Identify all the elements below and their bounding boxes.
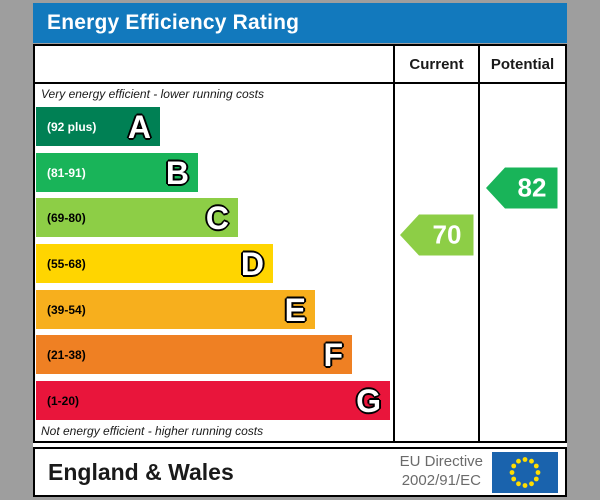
eu-flag-stars: [509, 456, 541, 488]
band-d-range: (55-68): [47, 256, 86, 271]
rating-table: Current Potential Very energy efficient …: [33, 44, 567, 443]
band-e: (39-54) E: [36, 290, 315, 329]
band-b-range: (81-91): [47, 165, 86, 180]
footer-bar: England & Wales EU Directive 2002/91/EC: [33, 447, 567, 497]
band-c: (69-80) C: [36, 198, 238, 237]
current-rating-arrow: 70: [400, 214, 474, 256]
column-divider-current: [393, 46, 395, 441]
current-rating-value: 70: [432, 219, 462, 250]
band-a: (92 plus) A: [36, 107, 160, 146]
band-f: (21-38) F: [36, 335, 352, 374]
band-g-range: (1-20): [47, 393, 80, 408]
column-divider-potential: [478, 46, 480, 441]
band-c-range: (69-80): [47, 210, 86, 225]
band-e-range: (39-54): [47, 302, 86, 317]
band-f-letter: F: [323, 336, 343, 373]
current-arrow-shape: [400, 214, 474, 256]
band-f-range: (21-38): [47, 347, 86, 362]
band-a-letter: A: [127, 108, 151, 145]
band-d: (55-68) D: [36, 244, 273, 283]
eu-directive-line2: 2002/91/EC: [401, 472, 481, 489]
band-c-letter: C: [205, 199, 229, 236]
band-g: (1-20) G: [36, 381, 390, 420]
potential-arrow-shape: [486, 167, 558, 209]
eu-directive-line1: EU Directive: [399, 453, 483, 471]
rating-table-body: Current Potential Very energy efficient …: [35, 46, 565, 441]
page-title: Energy Efficiency Rating: [33, 3, 567, 43]
band-b-letter: B: [165, 154, 189, 191]
column-header-current: Current: [409, 55, 464, 73]
region-label: England & Wales: [48, 458, 234, 485]
potential-rating-arrow: 82: [486, 167, 558, 209]
column-header-potential: Potential: [490, 55, 555, 73]
band-a-range: (92 plus): [47, 119, 97, 134]
band-b: (81-91) B: [36, 153, 198, 192]
header-row-divider: [35, 82, 565, 84]
band-g-letter: G: [356, 382, 381, 419]
eu-flag-icon: [492, 451, 558, 493]
note-very-efficient: Very energy efficient - lower running co…: [41, 87, 264, 101]
eu-directive-label: EU Directive 2002/91/EC: [400, 453, 483, 491]
band-d-letter: D: [240, 245, 264, 282]
note-not-efficient: Not energy efficient - higher running co…: [41, 424, 264, 438]
potential-rating-value: 82: [517, 172, 547, 203]
band-e-letter: E: [284, 291, 306, 328]
